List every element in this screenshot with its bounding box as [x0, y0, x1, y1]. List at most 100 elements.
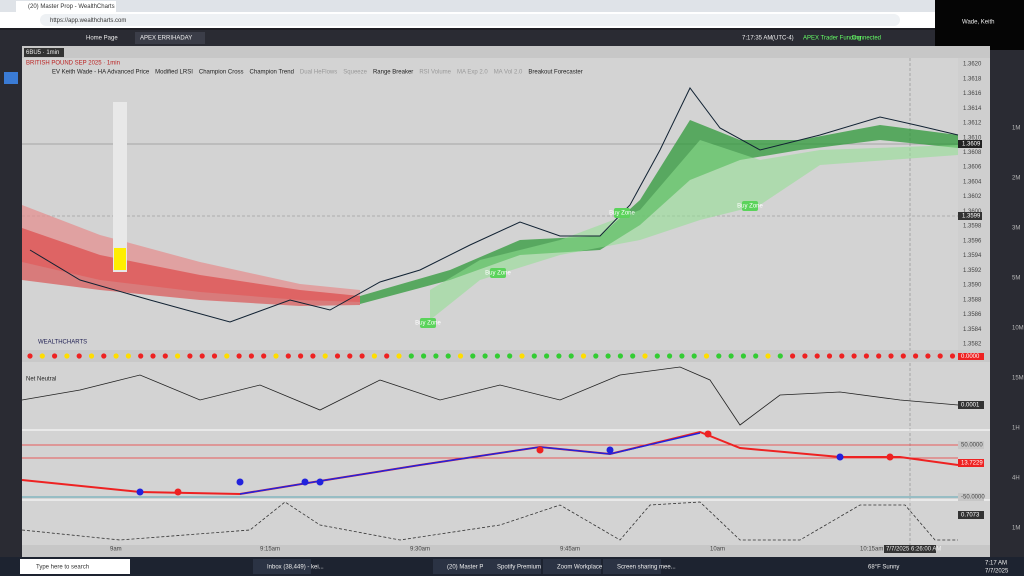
taskbar-app[interactable]: [433, 559, 491, 574]
taskbar-app[interactable]: [483, 559, 541, 574]
interval-label[interactable]: 1M: [1012, 126, 1020, 132]
indicator-name[interactable]: RSI Volume: [419, 70, 451, 76]
signal-dot: [654, 353, 660, 359]
signal-dot: [740, 353, 747, 359]
signal-dot: [371, 353, 377, 359]
app-tab[interactable]: Home Page: [86, 36, 118, 42]
panel-value: 13.7229: [961, 461, 983, 467]
taskbar-app[interactable]: [603, 559, 661, 574]
signal-dot: [64, 353, 70, 359]
app-tab-active[interactable]: [135, 32, 205, 44]
indicator-name[interactable]: Squeeze: [343, 70, 367, 76]
chart-header: [22, 46, 990, 58]
signal-dot: [913, 353, 919, 359]
indicator-name[interactable]: Champion Trend: [250, 70, 294, 76]
price-label: 1.3604: [963, 179, 982, 185]
browser-tab-title: (20) Master Prop - WealthCharts: [28, 4, 115, 10]
signal-dot: [642, 353, 648, 359]
signal-dot: [556, 353, 562, 359]
time-label: 10:15am: [860, 547, 883, 553]
signal-dot: [617, 353, 624, 359]
signal-dot: [580, 353, 587, 359]
signal-dot: [630, 353, 636, 359]
cursor-price-box: [958, 212, 982, 220]
panel-value-box: [958, 441, 984, 449]
sidebar-button[interactable]: [4, 72, 18, 84]
signal-dot: [667, 353, 673, 359]
price-label: 1.3590: [963, 283, 982, 289]
time-label: 9:45am: [560, 547, 580, 553]
signal-dot: [396, 353, 402, 359]
signal-dot: [531, 353, 537, 359]
drawing-toolbar[interactable]: [113, 102, 127, 272]
time-axis: [22, 545, 990, 557]
price-label: 1.3606: [963, 165, 982, 171]
chart-area: [22, 46, 990, 557]
signal-dot: [52, 353, 58, 359]
indicator-name[interactable]: Breakout Forecaster: [528, 70, 582, 76]
signal-dot: [322, 353, 328, 359]
signal-dot: [359, 353, 365, 359]
indicator-name[interactable]: Champion Cross: [199, 70, 244, 76]
interval-label[interactable]: 3M: [1012, 226, 1020, 232]
account[interactable]: APEX Trader Funding: [803, 36, 861, 42]
indicator-name[interactable]: Modified LRSI: [155, 70, 193, 76]
taskbar-app[interactable]: [543, 559, 601, 574]
indicator-name[interactable]: EV Keith Wade - HA Advanced Price: [52, 70, 150, 76]
interval-label[interactable]: 2M: [1012, 176, 1020, 182]
indicator-name[interactable]: Dual HeFlows: [300, 70, 337, 76]
osc-dot: [886, 453, 894, 461]
taskbar-app[interactable]: [253, 559, 311, 574]
signal-dot: [568, 353, 574, 359]
signal-dot: [519, 353, 525, 359]
interval-label[interactable]: 1M: [1012, 526, 1020, 532]
taskbar-app-label: Spotify Premium: [497, 565, 541, 571]
webcam: [935, 0, 1024, 50]
search-box[interactable]: [20, 559, 130, 574]
price-label: 1.3616: [963, 91, 982, 97]
app-toolbar: [0, 30, 935, 46]
indicator-name[interactable]: Range Breaker: [373, 70, 413, 76]
interval-label[interactable]: 4H: [1012, 476, 1020, 482]
signal-dot: [27, 353, 33, 359]
signal-dot: [199, 353, 205, 359]
symbol-box[interactable]: [24, 48, 64, 57]
price-label: 1.3614: [963, 106, 982, 112]
signal-dot: [691, 353, 697, 359]
app-tab[interactable]: APEX ERRIHADAY: [140, 36, 192, 42]
price-label: 1.3584: [963, 327, 982, 333]
panel-value: 50.0000: [961, 443, 983, 449]
signal-dot: [728, 353, 734, 359]
last-price-box: [958, 140, 982, 148]
interval-label[interactable]: 15M: [1012, 376, 1024, 382]
indicator-name[interactable]: MA Exp 2.0: [457, 70, 488, 76]
zone-label: Buy Zone: [415, 321, 441, 327]
signal-dot: [593, 353, 599, 359]
signal-dot: [236, 353, 242, 359]
price-label: 1.3582: [963, 342, 982, 348]
user-name: Wade, Keith: [962, 20, 994, 26]
osc-dot: [836, 453, 844, 461]
color-swatch[interactable]: [114, 248, 126, 270]
zone-box: [490, 268, 506, 278]
zone-label: Buy Zone: [737, 204, 763, 210]
signal-dot: [298, 353, 304, 359]
signal-dot: [162, 353, 168, 359]
panel-value-box: [958, 459, 984, 467]
indicator-name[interactable]: MA Vol 2.0: [494, 70, 523, 76]
zone-box: [614, 208, 630, 218]
tray-time: 7:17 AM: [985, 561, 1007, 567]
clock: 7:17:35 AM: [742, 36, 772, 42]
panel-label: Net Neutral: [26, 377, 56, 383]
sidebar: [0, 46, 22, 557]
url-field[interactable]: [40, 14, 900, 26]
interval-label[interactable]: 1H: [1012, 426, 1020, 432]
cursor-time: 7/7/2025 6:26:00 AM: [886, 547, 941, 553]
osc-dot: [236, 478, 244, 486]
interval-label[interactable]: 10M: [1012, 326, 1024, 332]
signal-dot: [421, 353, 427, 359]
browser-tab[interactable]: [16, 1, 116, 12]
interval-label[interactable]: 5M: [1012, 276, 1020, 282]
signal-dot: [310, 353, 316, 359]
